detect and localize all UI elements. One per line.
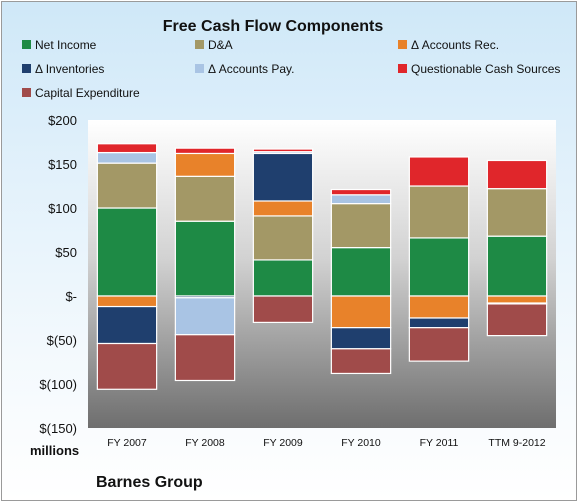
y-tick-label: $(100) <box>39 377 77 392</box>
bar-segment <box>408 317 470 329</box>
legend-swatch <box>22 88 31 97</box>
y-tick-label: $(50) <box>47 333 77 348</box>
bar-segment <box>330 295 392 329</box>
bar-segment <box>252 295 314 323</box>
bar-segment <box>96 207 158 297</box>
plot-area <box>88 120 556 428</box>
bar-segment <box>330 203 392 249</box>
bar-segment <box>486 188 548 237</box>
legend-label: Net Income <box>35 38 97 52</box>
legend-label: Δ Inventories <box>35 62 104 76</box>
bar-segment <box>174 334 236 382</box>
legend-swatch <box>195 40 204 49</box>
bar-segment <box>174 297 236 336</box>
bar-segment <box>486 295 548 304</box>
x-tick-label: FY 2010 <box>341 437 381 449</box>
bar-segment <box>486 159 548 190</box>
bar-segment <box>486 303 548 337</box>
y-axis: $200 $150 $100 $50 $- $(50) $(100) $(150) <box>39 113 77 436</box>
bars <box>96 143 548 390</box>
y-tick-label: $(150) <box>39 421 77 436</box>
bar-segment <box>252 200 314 217</box>
bar-segment <box>330 327 392 350</box>
legend-swatch <box>195 64 204 73</box>
bar-segment <box>486 235 548 297</box>
y-tick-label: $100 <box>48 201 77 216</box>
bar-segment <box>252 215 314 261</box>
bar-segment <box>330 348 392 375</box>
bar-segment <box>330 194 392 205</box>
bar-segment <box>252 148 314 153</box>
bar-segment <box>408 237 470 297</box>
bar-segment <box>330 247 392 297</box>
y-tick-label: $200 <box>48 113 77 128</box>
x-tick-label: FY 2008 <box>185 437 225 449</box>
bar-segment <box>96 305 158 345</box>
legend-label: Questionable Cash Sources <box>411 62 560 76</box>
x-tick-label: FY 2007 <box>107 437 147 449</box>
legend-label: Δ Accounts Pay. <box>208 62 295 76</box>
bar-segment <box>252 152 314 202</box>
bar-segment <box>408 327 470 362</box>
y-tick-label: $50 <box>55 245 77 260</box>
bar-segment <box>408 295 470 319</box>
bar-segment <box>96 151 158 164</box>
bar-segment <box>96 342 158 390</box>
bar-segment <box>330 188 392 196</box>
legend: Net Income D&A Δ Accounts Rec. Δ Inventorie… <box>22 38 560 100</box>
x-tick-label: TTM 9-2012 <box>488 437 545 449</box>
legend-label: D&A <box>208 38 233 52</box>
x-tick-label: FY 2011 <box>420 437 459 449</box>
bar-segment <box>96 295 158 308</box>
y-tick-label: $150 <box>48 157 77 172</box>
bar-segment <box>96 143 158 154</box>
company-name: Barnes Group <box>96 474 203 491</box>
y-tick-label: $- <box>65 289 77 304</box>
bar-segment <box>174 175 236 222</box>
legend-label: Δ Accounts Rec. <box>411 38 499 52</box>
bar-segment <box>174 220 236 297</box>
bar-segment <box>174 147 236 155</box>
legend-swatch <box>22 64 31 73</box>
x-tick-label: FY 2009 <box>263 437 303 449</box>
chart-title: Free Cash Flow Components <box>163 18 384 35</box>
y-unit-label: millions <box>30 443 79 458</box>
bar-segment <box>408 156 470 187</box>
bar-segment <box>96 162 158 209</box>
legend-swatch <box>398 64 407 73</box>
legend-label: Capital Expenditure <box>35 86 140 100</box>
bar-segment <box>408 185 470 239</box>
legend-swatch <box>398 40 407 49</box>
bar-segment <box>252 259 314 297</box>
legend-swatch <box>22 40 31 49</box>
x-axis: FY 2007 FY 2008 FY 2009 FY 2010 FY 2011 TTM 9… <box>107 437 546 449</box>
bar-segment <box>174 152 236 177</box>
